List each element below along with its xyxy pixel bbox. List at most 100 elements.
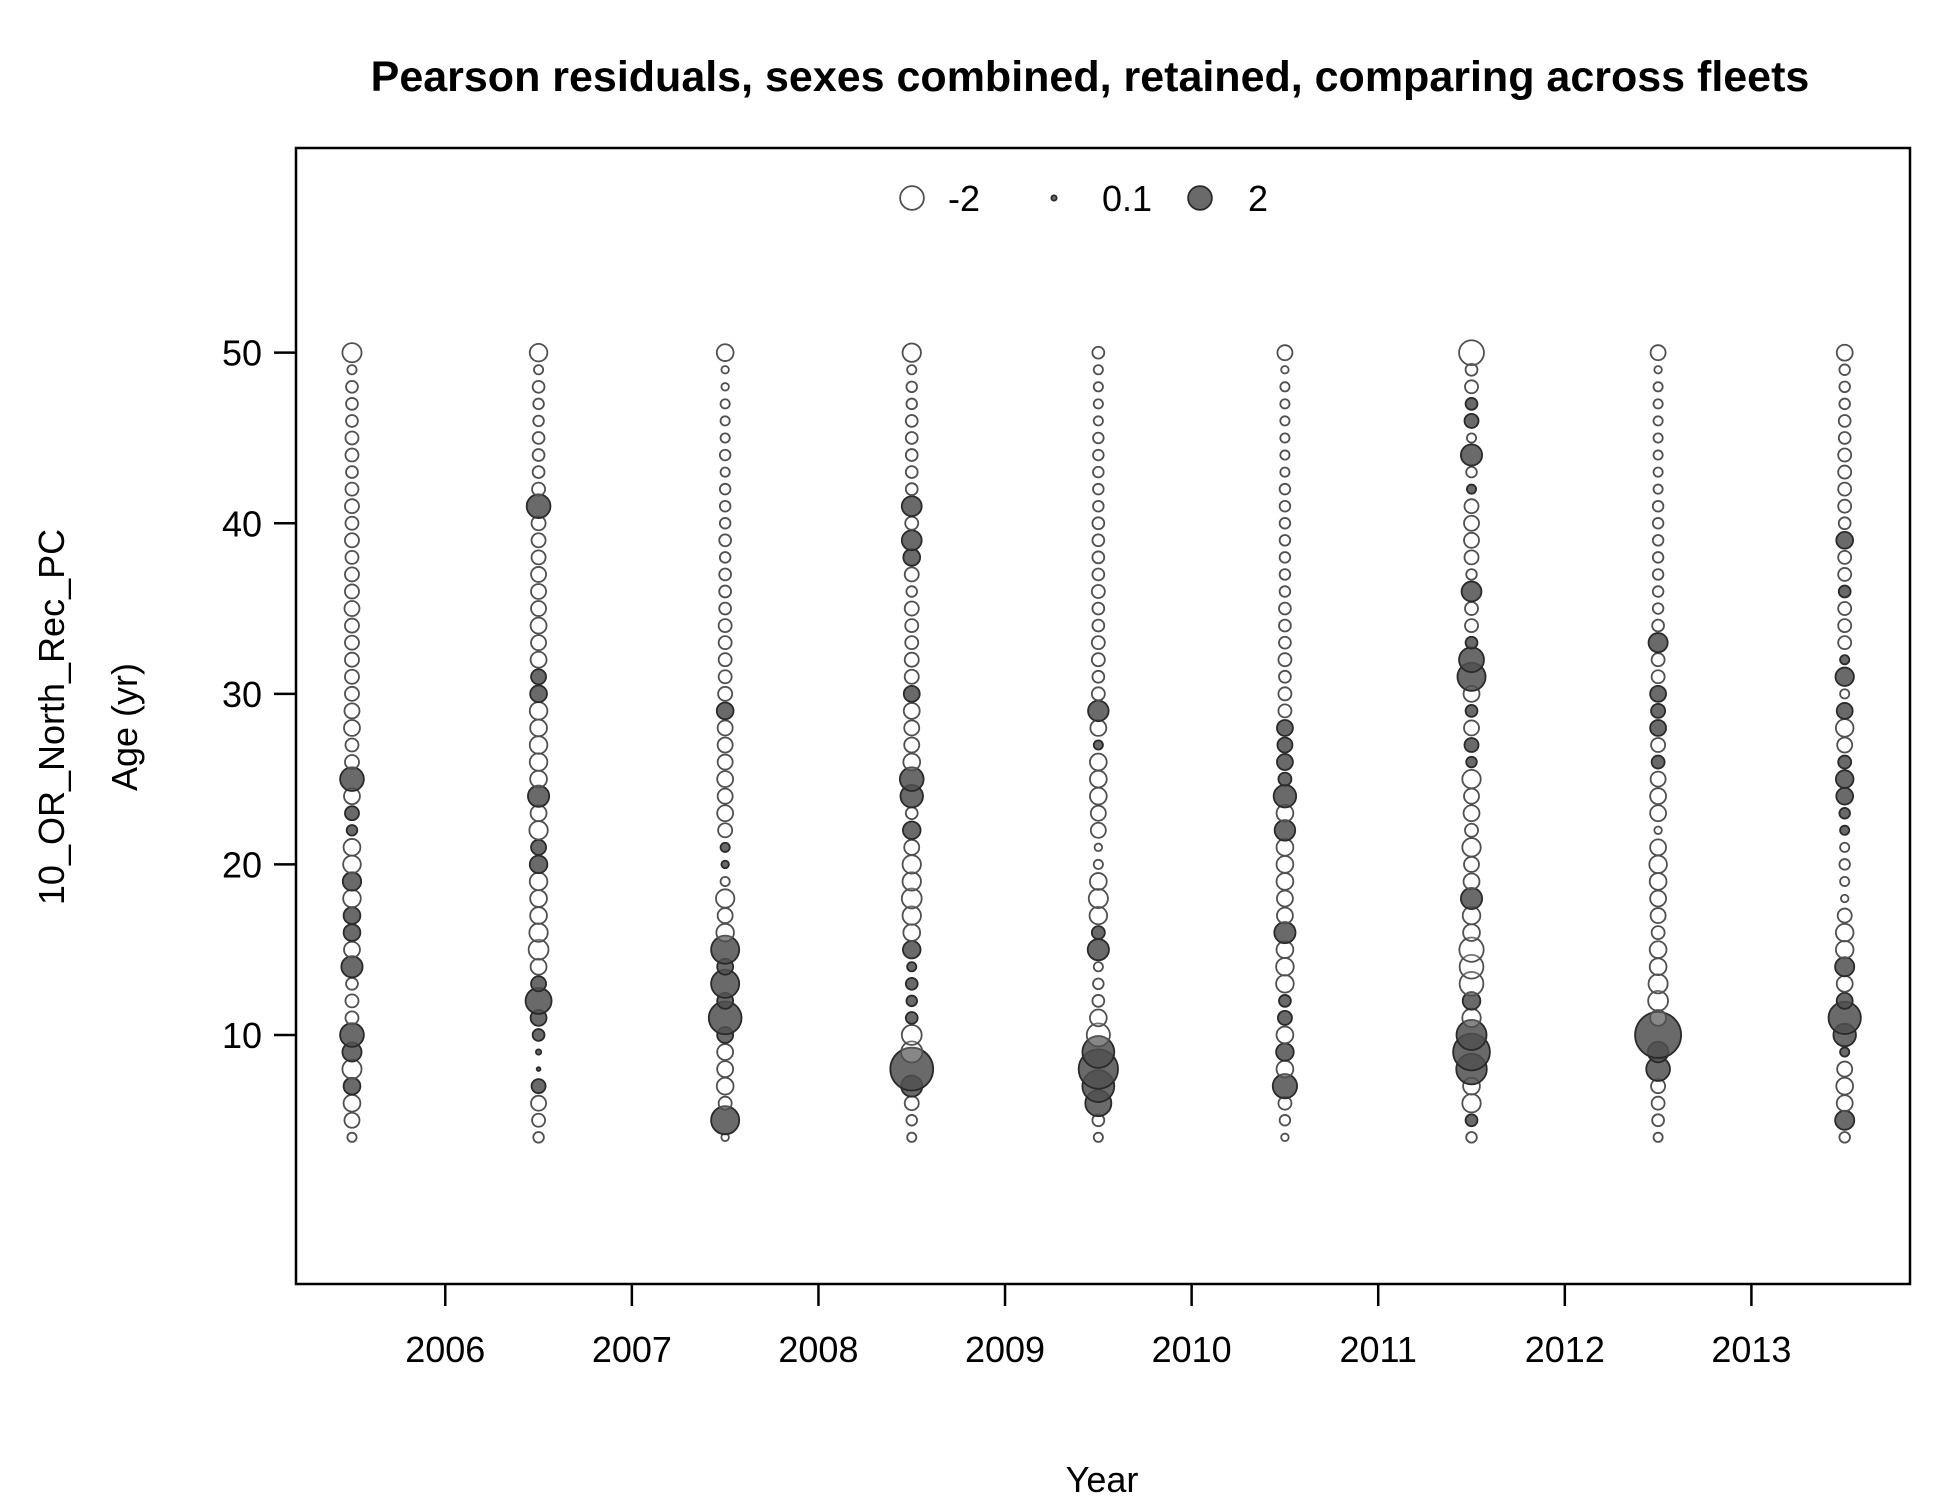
residual-bubble <box>1275 1025 1295 1045</box>
residual-bubble <box>1837 601 1853 616</box>
residual-bubble <box>1652 483 1664 495</box>
residual-bubble <box>530 1094 547 1112</box>
residual-bubble <box>344 549 360 565</box>
residual-bubble <box>530 549 547 566</box>
residual-bubble <box>527 938 550 961</box>
residual-bubble <box>344 447 360 463</box>
residual-bubble <box>1835 343 1854 362</box>
residual-bubble <box>902 923 922 942</box>
residual-bubble <box>720 382 730 392</box>
residual-bubble <box>344 566 360 583</box>
residual-bubble <box>528 701 549 721</box>
residual-bubble <box>1089 769 1108 789</box>
residual-bubble <box>715 922 735 943</box>
y-tick-label-30: 30 <box>222 674 262 715</box>
residual-bubble <box>531 448 546 462</box>
residual-bubble <box>346 364 358 376</box>
residual-bubble <box>1275 1042 1295 1062</box>
x-axis: 2006 2007 2008 2009 2010 2011 2012 2013 <box>405 1284 1791 1370</box>
residual-bubble <box>1835 786 1854 806</box>
residual-bubble <box>1092 364 1104 376</box>
residual-bubble <box>904 414 919 428</box>
residual-bubble <box>342 888 362 909</box>
residual-bubble <box>1463 498 1480 515</box>
residual-bubble <box>1650 737 1667 753</box>
residual-bubble <box>1089 872 1108 891</box>
residual-bubble <box>529 889 548 908</box>
residual-bubble <box>1649 838 1667 857</box>
residual-bubble <box>1275 1059 1295 1079</box>
residual-bubble <box>1838 363 1851 376</box>
residual-bubble <box>1649 719 1667 737</box>
residual-bubble <box>342 923 362 942</box>
residual-bubble <box>345 824 359 837</box>
residual-bubble <box>1649 889 1667 908</box>
residual-bubble <box>903 838 921 856</box>
residual-bubble <box>531 1112 546 1128</box>
residual-bubble <box>344 515 360 531</box>
residual-bubble <box>1090 925 1106 941</box>
residual-bubble <box>1838 397 1851 411</box>
residual-bubble <box>1650 1095 1666 1111</box>
residual-bubble <box>1837 567 1853 582</box>
residual-bubble <box>1091 567 1106 582</box>
residual-bubble <box>1280 365 1290 375</box>
residual-bubble <box>1462 923 1481 942</box>
residual-bubble <box>1834 718 1855 738</box>
residual-bubble <box>1459 443 1484 467</box>
residual-bubble <box>900 495 923 518</box>
x-tick-label-2008: 2008 <box>778 1329 858 1370</box>
chart-title: Pearson residuals, sexes combined, retai… <box>371 53 1810 101</box>
residual-bubble <box>1092 499 1105 513</box>
residual-bubble <box>531 465 546 479</box>
residual-bubble <box>1840 893 1850 904</box>
residual-bubble <box>1464 362 1479 377</box>
residual-bubble <box>904 976 919 991</box>
residual-bubble <box>1652 398 1664 410</box>
y-axis-label-fleet: 10_OR_North_Rec_PC <box>31 529 72 905</box>
residual-bubble <box>1462 872 1481 891</box>
residual-bubble <box>1650 754 1666 770</box>
residual-bubble <box>1649 770 1667 788</box>
residual-bubble <box>343 600 361 617</box>
residual-bubble <box>1839 875 1851 887</box>
residual-bubble <box>1458 936 1485 963</box>
residual-bubble <box>1465 1131 1478 1144</box>
residual-bubble <box>341 342 363 364</box>
residual-bubble <box>720 859 730 870</box>
plot-frame <box>294 146 1912 1286</box>
residual-bubble <box>1836 736 1854 754</box>
residual-bubble <box>344 1010 360 1026</box>
residual-bubble <box>1838 1131 1851 1144</box>
residual-bubble <box>531 431 546 445</box>
residual-bubble <box>1835 974 1854 993</box>
residual-bubble <box>1089 752 1108 772</box>
residual-bubble <box>903 1095 920 1112</box>
residual-bubble <box>344 583 360 600</box>
residual-bubble <box>716 907 734 924</box>
residual-bubble <box>710 1105 741 1136</box>
residual-bubble <box>529 718 548 738</box>
residual-bubble <box>716 770 735 788</box>
legend-label-2: 2 <box>1248 178 1268 219</box>
residual-bubble <box>1464 397 1479 411</box>
residual-bubble <box>533 364 545 376</box>
residual-bubble <box>1091 345 1106 360</box>
residual-bubble <box>718 448 732 462</box>
residual-bubble <box>1463 412 1480 429</box>
residual-bubble <box>906 1131 918 1143</box>
residual-bubble <box>528 854 549 875</box>
residual-bubble <box>715 1076 735 1096</box>
residual-bubble <box>715 701 735 721</box>
residual-bubble <box>902 548 922 567</box>
residual-bubble <box>530 634 547 652</box>
residual-bubble <box>1279 449 1291 461</box>
y-tick-label-20: 20 <box>222 844 262 885</box>
y-axis: 10 20 30 40 50 <box>222 333 296 1056</box>
residual-bubble <box>530 1078 547 1095</box>
legend: -2 0.1 2 <box>899 178 1268 219</box>
residual-bubble <box>1463 787 1480 805</box>
residual-bubble <box>716 753 734 771</box>
residual-bubble <box>1835 1076 1854 1096</box>
residual-bubble <box>1091 601 1106 616</box>
